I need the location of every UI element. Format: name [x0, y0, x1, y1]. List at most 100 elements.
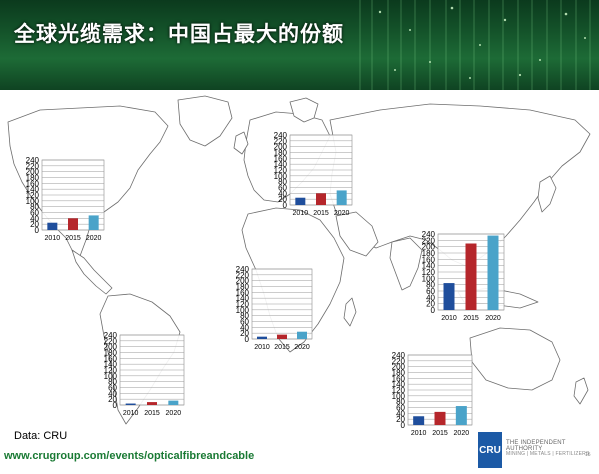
logo-tagline: THE INDEPENDENT AUTHORITY — [506, 440, 566, 452]
y-tick-label: 200 — [26, 168, 40, 177]
y-tick-label: 240 — [422, 230, 436, 239]
fibre-optic-background — [359, 0, 591, 90]
y-tick-label: 200 — [392, 363, 406, 372]
x-tick-label: 2020 — [166, 410, 182, 417]
x-tick-label: 2010 — [254, 344, 270, 351]
x-tick-label: 2010 — [411, 430, 427, 437]
bar-2020 — [487, 235, 499, 310]
y-tick-label: 200 — [422, 243, 436, 252]
map-india — [389, 237, 423, 291]
bar-2010 — [257, 336, 267, 339]
bar-2015 — [147, 402, 157, 405]
y-tick-label: 160 — [104, 354, 118, 363]
chart-africa-middle-east: 0 20 40 60 80 100 120 140 160 180 200 220 240 2010 201… — [232, 264, 328, 357]
y-tick-label: 40 — [278, 189, 287, 198]
y-tick-label: 100 — [26, 197, 40, 206]
y-tick-label: 180 — [26, 174, 40, 183]
bar-2020 — [336, 190, 347, 205]
map-arabia — [335, 211, 379, 257]
map-central-america — [71, 249, 113, 295]
x-tick-label: 2010 — [123, 410, 139, 417]
bar-2010 — [47, 222, 58, 230]
y-tick-label: 240 — [104, 331, 118, 340]
y-tick-label: 140 — [104, 360, 118, 369]
y-tick-label: 180 — [392, 369, 406, 378]
y-tick-label: 60 — [30, 209, 39, 218]
x-tick-label: 2015 — [65, 235, 81, 242]
bar-2015 — [68, 218, 78, 230]
y-tick-label: 140 — [236, 294, 250, 303]
bar-2010 — [443, 283, 455, 310]
y-tick-label: 20 — [278, 195, 287, 204]
y-tick-label: 60 — [278, 184, 287, 193]
x-tick-label: 2015 — [274, 344, 290, 351]
y-tick-label: 80 — [278, 178, 287, 187]
chart-europe: 0 20 40 60 80 100 120 140 160 180 200 220 240 2010 201… — [262, 130, 358, 223]
chart-asia-pacific: 0 20 40 60 80 100 120 140 160 180 200 220 240 2010 201… — [380, 350, 476, 443]
cru-logo: CRU — [478, 432, 502, 468]
y-tick-label: 80 — [396, 398, 405, 407]
y-tick-label: 20 — [426, 300, 435, 309]
logo-sectors: MINING | METALS | FERTILIZERS — [506, 451, 590, 457]
map-uk — [233, 131, 249, 155]
y-tick-label: 60 — [108, 384, 117, 393]
y-tick-label: 240 — [274, 131, 288, 140]
x-tick-label: 2015 — [144, 410, 160, 417]
page-number: 15 — [585, 452, 591, 458]
map-madagascar — [343, 297, 357, 327]
y-tick-label: 240 — [236, 265, 250, 274]
y-tick-label: 220 — [274, 137, 288, 146]
y-tick-label: 0 — [431, 306, 436, 315]
y-tick-label: 20 — [396, 415, 405, 424]
y-tick-label: 140 — [26, 185, 40, 194]
y-tick-label: 0 — [35, 226, 40, 235]
x-tick-label: 2020 — [485, 315, 501, 322]
y-tick-label: 80 — [240, 312, 249, 321]
y-tick-label: 140 — [392, 380, 406, 389]
y-tick-label: 180 — [104, 349, 118, 358]
y-tick-label: 80 — [108, 378, 117, 387]
y-tick-label: 100 — [104, 372, 118, 381]
y-tick-label: 100 — [422, 274, 436, 283]
y-tick-label: 160 — [274, 154, 288, 163]
bar-2015 — [465, 243, 477, 310]
x-tick-label: 2010 — [441, 315, 457, 322]
y-tick-label: 40 — [396, 409, 405, 418]
y-tick-label: 0 — [401, 421, 406, 430]
x-tick-label: 2015 — [313, 210, 329, 217]
y-tick-label: 160 — [236, 288, 250, 297]
x-tick-label: 2020 — [334, 210, 350, 217]
y-tick-label: 160 — [392, 374, 406, 383]
y-tick-label: 120 — [236, 300, 250, 309]
y-tick-label: 220 — [422, 236, 436, 245]
y-tick-label: 240 — [26, 156, 40, 165]
x-tick-label: 2020 — [294, 344, 310, 351]
y-tick-label: 220 — [392, 357, 406, 366]
y-tick-label: 20 — [30, 220, 39, 229]
y-tick-label: 0 — [245, 335, 250, 344]
y-tick-label: 0 — [113, 401, 118, 410]
event-url-link[interactable]: www.crugroup.com/events/opticalfibreandc… — [4, 450, 255, 462]
x-tick-label: 2020 — [86, 235, 102, 242]
y-tick-label: 140 — [422, 262, 436, 271]
bar-2015 — [277, 334, 287, 339]
x-tick-label: 2020 — [454, 430, 470, 437]
bar-2010 — [125, 403, 136, 405]
y-tick-label: 40 — [426, 293, 435, 302]
chart-china: 0 20 40 60 80 100 120 140 160 180 200 220 240 2010 201… — [420, 228, 508, 329]
y-tick-label: 220 — [236, 271, 250, 280]
y-tick-label: 200 — [104, 343, 118, 352]
y-tick-label: 120 — [26, 191, 40, 200]
x-tick-label: 2010 — [293, 210, 309, 217]
y-tick-label: 20 — [108, 395, 117, 404]
bar-2020 — [88, 215, 99, 230]
x-tick-label: 2015 — [432, 430, 448, 437]
y-tick-label: 200 — [274, 143, 288, 152]
chart-north-america: 0 20 40 60 80 100 120 140 160 180 200 220 240 2010 201… — [4, 155, 114, 248]
y-tick-label: 120 — [104, 366, 118, 375]
slide-title: 全球光缆需求：中国占最大的份额 — [14, 23, 344, 46]
y-tick-label: 220 — [104, 337, 118, 346]
bar-2020 — [168, 400, 179, 405]
x-tick-label: 2010 — [45, 235, 61, 242]
y-tick-label: 180 — [274, 149, 288, 158]
